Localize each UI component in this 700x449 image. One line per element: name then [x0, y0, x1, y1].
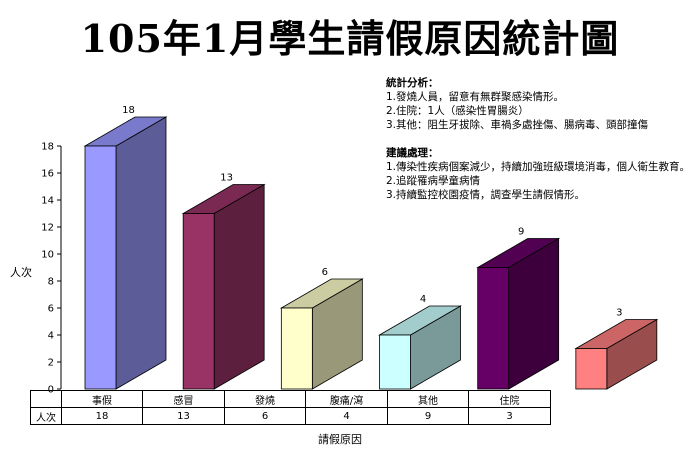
- data-label: 9: [518, 227, 524, 238]
- y-tick-label: 16: [41, 169, 54, 180]
- category-cell: 感冒: [142, 390, 225, 408]
- bar: [182, 213, 215, 390]
- y-axis-label: 人次: [10, 266, 32, 279]
- data-label: 13: [220, 173, 233, 184]
- suggestion-line-2: 2.追蹤罹病學童病情: [386, 175, 481, 187]
- table-value-row: 人次 18 13 6 4 9 3: [30, 407, 551, 425]
- category-cell: 腹痛/瀉: [305, 390, 388, 408]
- suggestion-line-3: 3.持續監控校園疫情，調查學生請假情形。: [386, 189, 586, 201]
- suggestion-heading: 建議處理：: [386, 147, 439, 159]
- category-cell: 住院: [468, 390, 551, 408]
- bar: [280, 307, 313, 390]
- data-label: 3: [616, 308, 622, 319]
- category-cell: 發燒: [224, 390, 306, 408]
- suggestion-line-1: 1.傳染性疾病個案減少，持續加強班級環境消毒，個人衛生教育。: [386, 161, 691, 173]
- y-tick-label: 14: [41, 196, 54, 207]
- analysis-heading: 統計分析：: [386, 77, 439, 89]
- y-tick-label: 12: [41, 223, 54, 234]
- series-name-cell: 人次: [30, 407, 62, 425]
- y-tick-label: 10: [41, 250, 54, 261]
- category-cell: 其他: [387, 390, 469, 408]
- value-cell: 3: [468, 407, 551, 425]
- value-cell: 9: [387, 407, 469, 425]
- table-corner-cell: [30, 390, 62, 408]
- data-label: 6: [322, 267, 328, 278]
- y-tick-label: 2: [48, 358, 54, 369]
- data-label: 18: [122, 105, 135, 116]
- value-cell: 18: [61, 407, 143, 425]
- table-header-row: 事假 感冒 發燒 腹痛/瀉 其他 住院: [30, 390, 551, 408]
- bar-side: [115, 116, 167, 390]
- analysis-line-2: 2.住院：1人（感染性胃腸炎）: [386, 105, 529, 117]
- bar: [477, 267, 510, 390]
- data-label: 4: [420, 294, 426, 305]
- bar: [84, 145, 117, 390]
- value-cell: 4: [305, 407, 388, 425]
- x-axis-label: 請假原因: [318, 433, 362, 446]
- bar: [379, 334, 411, 390]
- data-table: 事假 感冒 發燒 腹痛/瀉 其他 住院 人次 18 13 6 4 9 3: [30, 390, 551, 425]
- analysis-line-1: 1.發燒人員，留意有無群聚感染情形。: [386, 91, 565, 103]
- y-tick-label: 6: [48, 304, 54, 315]
- value-cell: 13: [142, 407, 225, 425]
- value-cell: 6: [224, 407, 306, 425]
- y-tick-label: 8: [48, 277, 54, 288]
- analysis-line-3: 3.其他：阻生牙拔除、車禍多處挫傷、腸病毒、頭部撞傷: [386, 119, 649, 131]
- bar: [575, 348, 608, 390]
- y-tick-label: 4: [48, 331, 54, 342]
- bar-side: [213, 183, 265, 390]
- y-tick-label: 18: [41, 142, 54, 153]
- category-cell: 事假: [61, 390, 143, 408]
- analysis-panel: 統計分析： 1.發燒人員，留意有無群聚感染情形。 2.住院：1人（感染性胃腸炎）…: [386, 76, 698, 202]
- chart-title: 105年1月學生請假原因統計圖: [80, 16, 620, 61]
